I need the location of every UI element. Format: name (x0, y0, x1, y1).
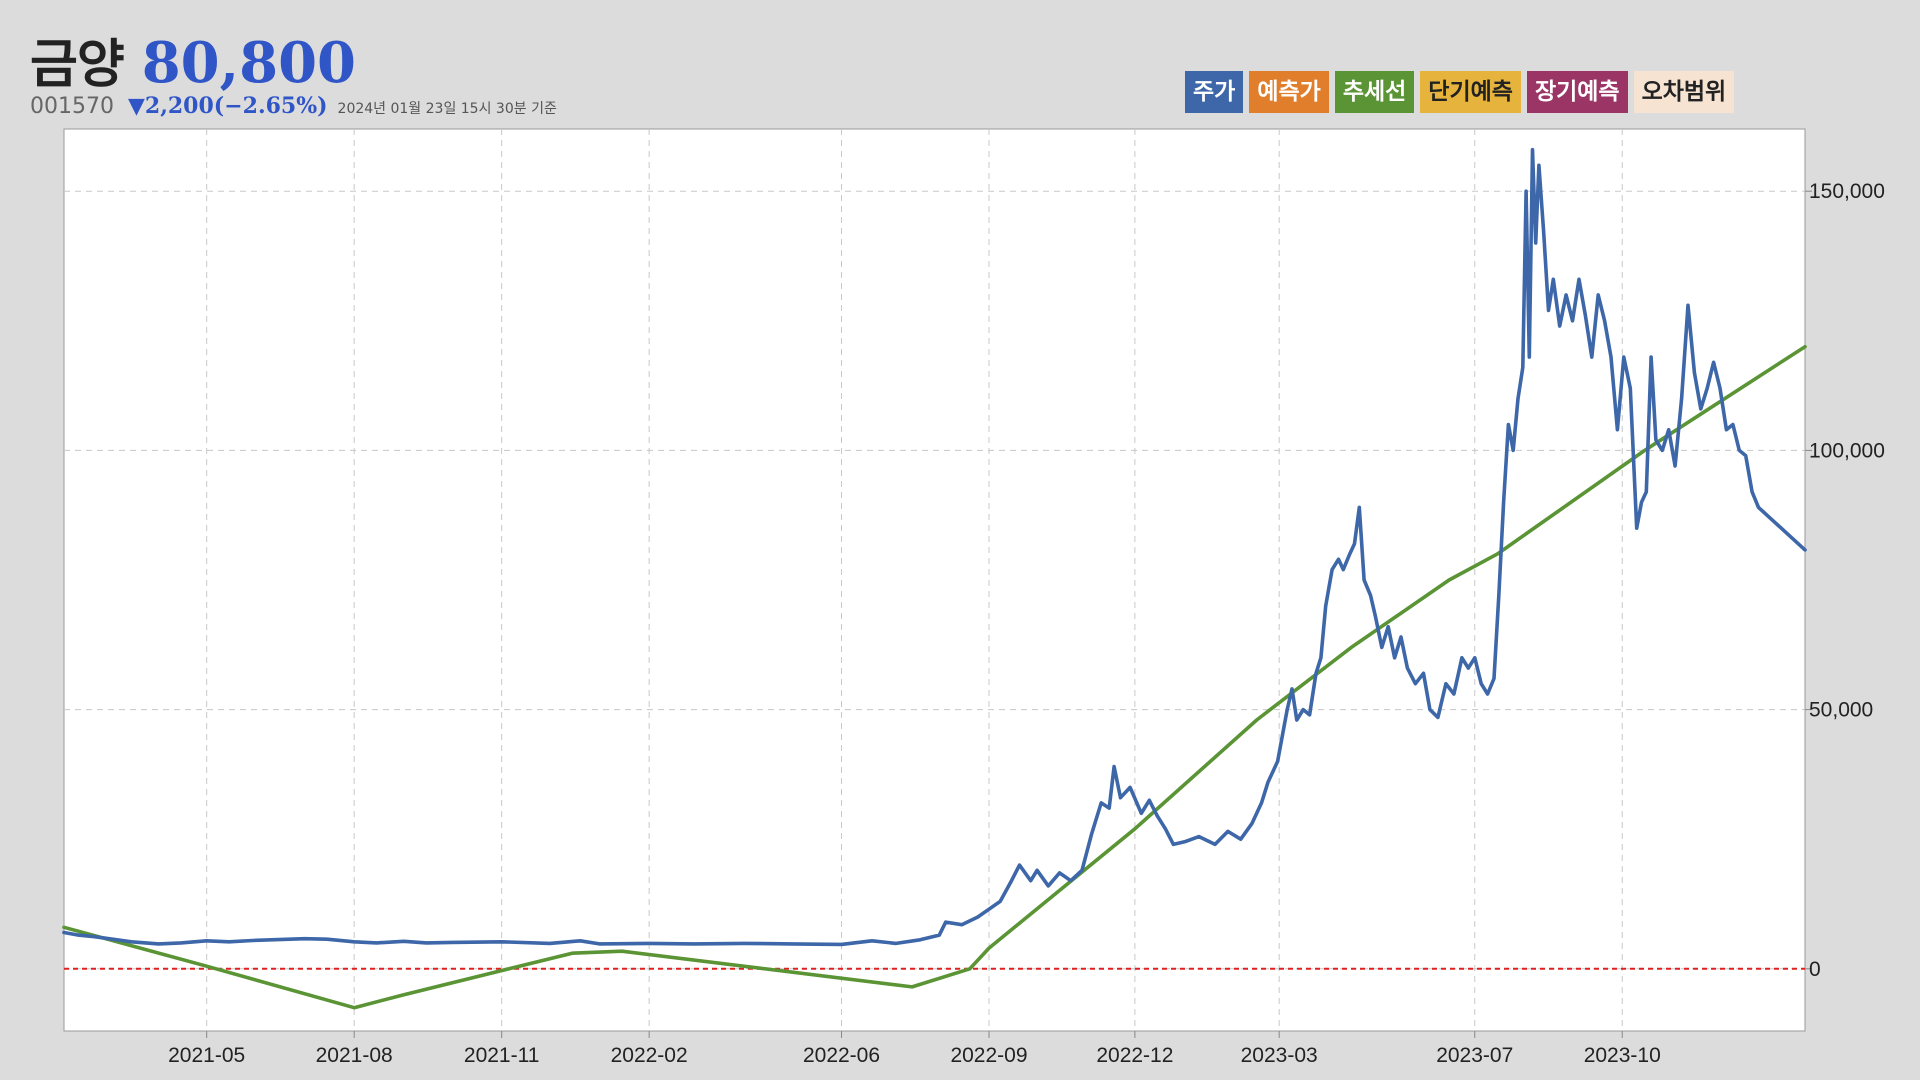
title-row: 금양 80,800 (30, 22, 557, 97)
x-tick-label: 2022-09 (950, 1044, 1027, 1067)
legend-item-trendline[interactable]: 추세선 (1334, 71, 1415, 113)
x-tick-label: 2023-10 (1584, 1044, 1661, 1067)
y-axis: 0 50,000 100,000 150,000 (1805, 180, 1885, 981)
legend-item-forecast[interactable]: 예측가 (1249, 71, 1329, 113)
trendline (62, 344, 1807, 1010)
x-tick-label: 2021-05 (168, 1044, 245, 1067)
x-axis: 2021-05 2021-08 2021-11 2022-02 2022-06 2022-… (168, 1031, 1661, 1067)
y-tick-label: 100,000 (1809, 439, 1885, 462)
price-change: ▼2,200(−2.65%) (127, 93, 328, 119)
stock-price: 80,800 (141, 30, 357, 96)
stock-code: 001570 (30, 94, 114, 119)
x-tick-label: 2023-07 (1436, 1044, 1513, 1067)
legend-item-short-term[interactable]: 단기예측 (1420, 71, 1521, 113)
series-layer (62, 147, 1807, 1010)
x-tick-label: 2021-11 (464, 1044, 540, 1067)
legend-item-stock-price[interactable]: 주가 (1185, 71, 1244, 113)
x-tick-label: 2022-12 (1096, 1044, 1173, 1067)
legend-item-long-term[interactable]: 장기예측 (1526, 71, 1628, 113)
stock-name: 금양 (30, 35, 125, 95)
y-tick-label: 150,000 (1809, 180, 1885, 203)
x-tick-label: 2021-08 (316, 1044, 393, 1067)
stock-price-line (62, 147, 1807, 947)
y-tick-label: 0 (1809, 958, 1821, 981)
y-tick-label: 50,000 (1809, 699, 1873, 722)
x-tick-label: 2023-03 (1241, 1044, 1318, 1067)
x-tick-label: 2022-02 (611, 1044, 688, 1067)
stock-header: 금양 80,800 001570 ▼2,200(−2.65%) 2024년 01… (30, 22, 557, 119)
legend-item-error-range[interactable]: 오차범위 (1633, 71, 1735, 113)
x-tick-label: 2022-06 (803, 1044, 880, 1067)
as-of-timestamp: 2024년 01월 23일 15시 30분 기준 (337, 101, 557, 117)
grid (64, 129, 1805, 1031)
subtitle-row: 001570 ▼2,200(−2.65%) 2024년 01월 23일 15시 … (30, 93, 557, 119)
chart-legend: 주가 예측가 추세선 단기예측 장기예측 오차범위 (1185, 71, 1735, 113)
